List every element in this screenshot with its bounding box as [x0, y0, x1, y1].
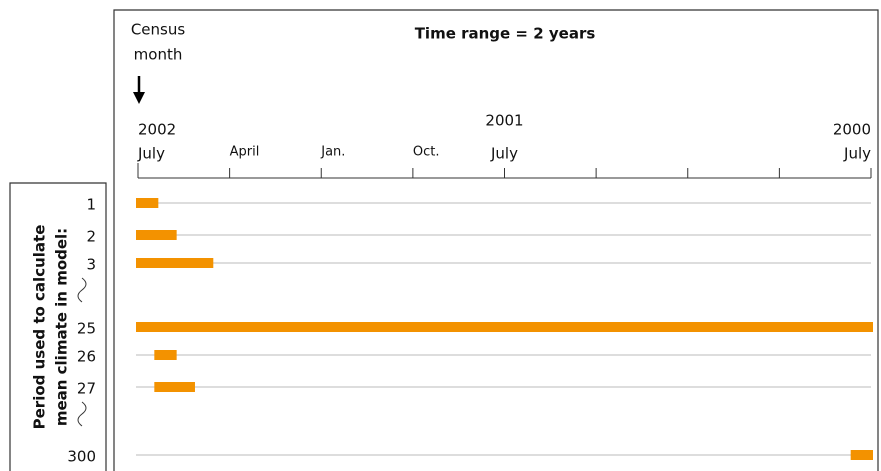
row-label: 3 — [86, 256, 96, 274]
x-tick-label: July — [490, 145, 518, 163]
period-bar — [850, 450, 873, 460]
title: Time range = 2 years — [415, 25, 596, 43]
year-label: 2002 — [138, 121, 176, 139]
row-label: 300 — [67, 448, 96, 466]
period-bar — [154, 350, 177, 360]
period-bar — [136, 198, 159, 208]
row-label: 2 — [86, 228, 96, 246]
y-label-line: Period used to calculate — [31, 225, 49, 430]
row-label: 25 — [77, 320, 96, 338]
x-tick-label: July — [843, 145, 871, 163]
period-bar — [136, 322, 873, 332]
frame — [113, 9, 879, 471]
census-label: month — [134, 46, 183, 64]
y-label-line: mean climate in model: — [53, 228, 71, 426]
x-tick-label: July — [137, 145, 165, 163]
y-label: Period used to calculate mean climate in… — [31, 225, 71, 430]
row-label: 1 — [86, 196, 96, 214]
break — [77, 277, 87, 303]
break — [77, 401, 87, 427]
period-bar — [136, 258, 214, 268]
period-bar — [136, 230, 177, 240]
census-label: Census — [131, 21, 186, 39]
year-label: 2001 — [485, 112, 523, 130]
period-bar — [154, 382, 195, 392]
x-tick-label: Oct. — [413, 145, 440, 160]
arrow-head — [133, 92, 145, 104]
row-label: 26 — [77, 348, 96, 366]
year-label: 2000 — [833, 121, 871, 139]
row-label: 27 — [77, 380, 96, 398]
x-tick-label: Jan. — [320, 145, 345, 160]
x-tick-label: April — [230, 145, 260, 160]
label-box — [9, 182, 107, 471]
